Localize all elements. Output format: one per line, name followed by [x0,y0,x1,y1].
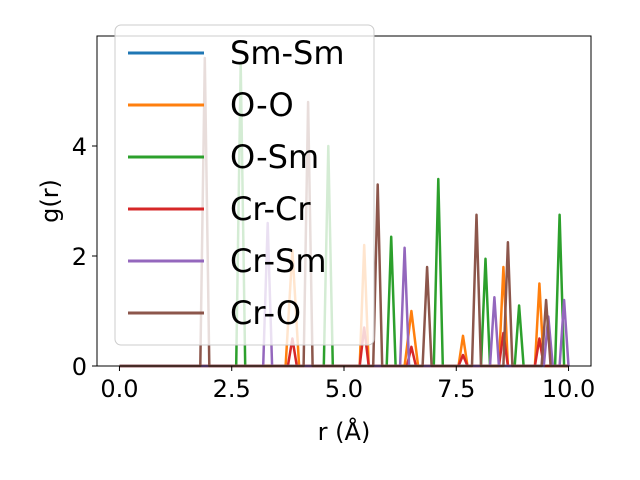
x-axis-ticks: 0.0 2.5 5.0 7.5 10.0 [100,366,595,403]
x-axis-label: r (Å) [318,417,371,446]
legend-label-sm-sm: Sm-Sm [230,34,345,72]
legend-label-o-o: O-O [230,86,294,124]
x-tick-label: 7.5 [437,375,475,403]
legend-label-o-sm: O-Sm [230,138,319,176]
y-axis-label: g(r) [36,179,64,223]
y-tick-label: 0 [72,353,87,381]
y-tick-label: 2 [72,243,87,271]
x-tick-label: 2.5 [213,375,251,403]
legend: Sm-Sm O-O O-Sm Cr-Cr Cr-Sm Cr-O [114,24,375,346]
legend-label-cr-cr: Cr-Cr [230,190,311,228]
y-axis-ticks: 0 2 4 [72,133,97,381]
legend-label-cr-sm: Cr-Sm [230,242,326,280]
x-tick-label: 0.0 [100,375,138,403]
x-tick-label: 10.0 [542,375,595,403]
y-tick-label: 4 [72,133,87,161]
x-tick-label: 5.0 [325,375,363,403]
legend-label-cr-o: Cr-O [230,294,301,332]
